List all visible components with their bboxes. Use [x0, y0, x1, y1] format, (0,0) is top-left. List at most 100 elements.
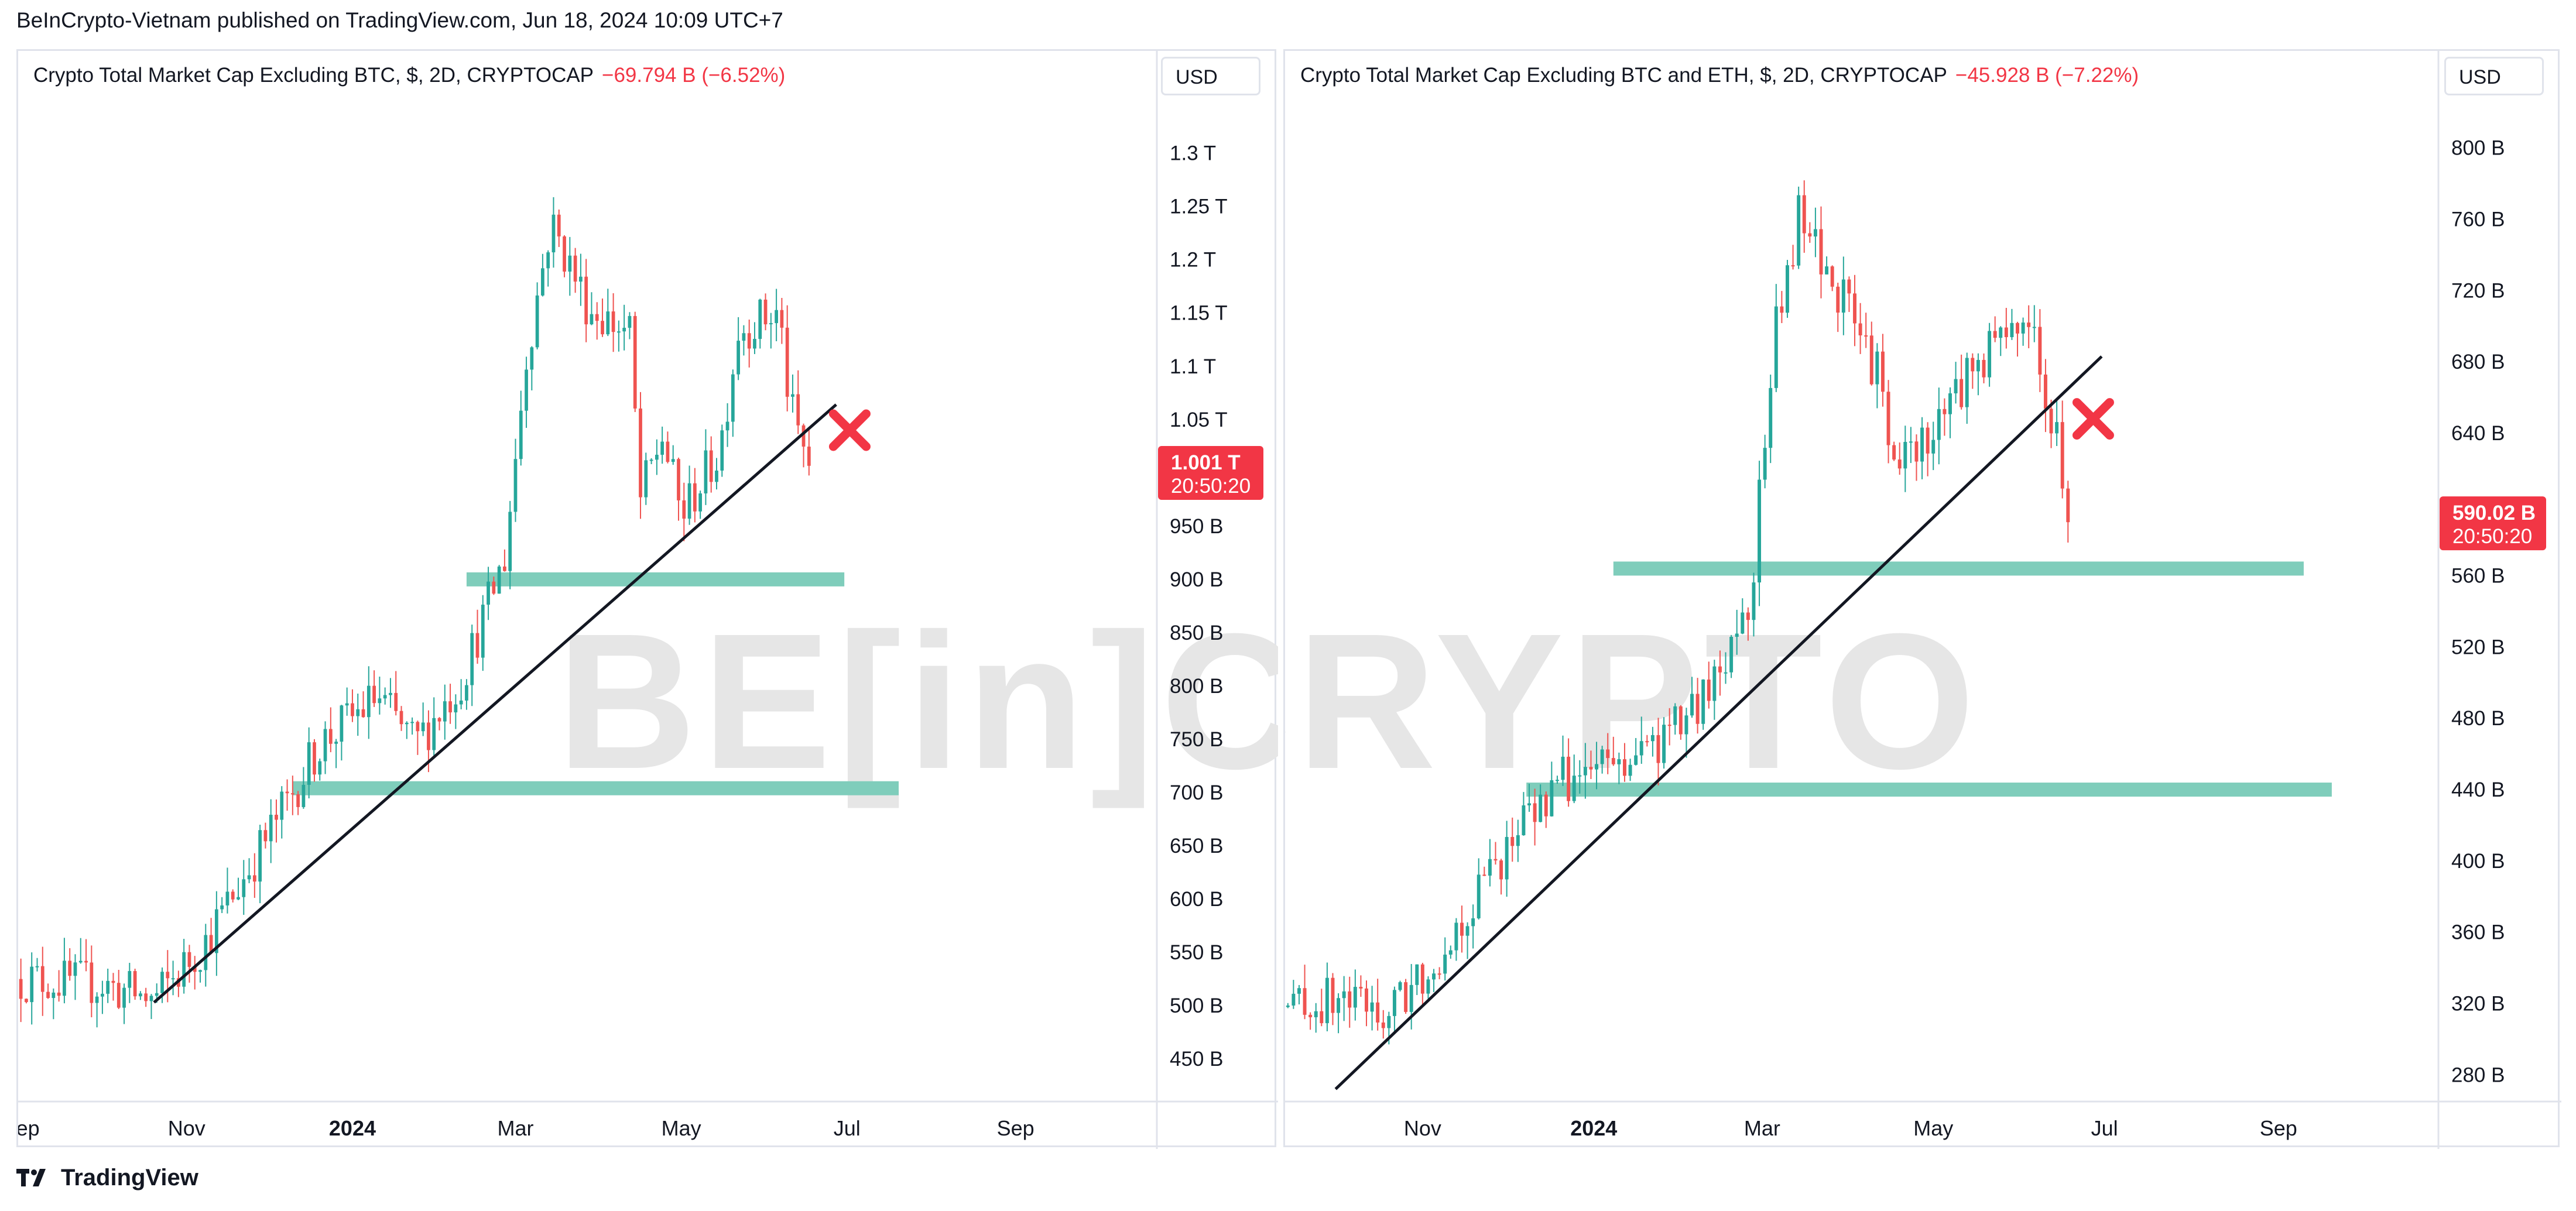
candle-body — [1729, 637, 1734, 673]
candle-body — [35, 966, 39, 968]
candle-body — [595, 314, 599, 321]
candle-body — [1471, 918, 1475, 927]
candle-body — [725, 421, 729, 431]
candle-body — [366, 685, 371, 718]
last-price-label: 1.001 T — [1171, 451, 1241, 474]
tradingview-footer[interactable]: TradingView — [16, 1165, 198, 1191]
candle-body — [95, 996, 99, 1003]
candle-body — [1724, 672, 1728, 674]
candle-body — [1690, 694, 1694, 716]
candle-body — [1286, 1005, 1290, 1007]
candle-body — [1600, 749, 1604, 764]
candle-body — [416, 722, 420, 732]
candle-body — [68, 960, 72, 976]
candle-body — [475, 633, 479, 658]
candle-body — [52, 992, 56, 999]
breakdown-cross-icon — [2072, 398, 2114, 440]
breakdown-cross-icon — [828, 409, 871, 451]
candle-body — [704, 450, 708, 494]
candle-body — [1398, 982, 1402, 990]
candle-body — [46, 992, 50, 999]
candle-body — [2032, 327, 2036, 328]
candle-body — [280, 791, 284, 820]
candle-body — [1387, 1016, 1391, 1028]
y-tick-label: 480 B — [2451, 707, 2505, 730]
chart-panel-right[interactable]: Crypto Total Market Cap Excluding BTC an… — [1283, 49, 2561, 1149]
candle-body — [551, 214, 556, 253]
candle-body — [25, 999, 28, 1003]
candle-body — [2016, 323, 2019, 334]
candle-body — [546, 252, 550, 269]
support-zone — [292, 781, 899, 795]
candle-body — [361, 709, 365, 718]
candle-body — [1825, 266, 1829, 275]
candle-body — [209, 935, 213, 953]
candle-body — [660, 441, 664, 455]
candle-body — [2038, 327, 2042, 375]
trendline — [153, 403, 837, 1004]
chart-canvas-left[interactable]: BE[in]CRYPTO 1.3 T 1.25 T 1.2 T 1.15 T 1.1 T 1… — [18, 51, 1278, 1149]
candle-body — [1875, 351, 1879, 385]
candle-body — [1331, 977, 1335, 1013]
x-tick-label: Sep — [2260, 1116, 2297, 1140]
candle-body — [1353, 987, 1357, 1008]
candle-body — [1741, 612, 1745, 634]
candle-body — [1460, 922, 1464, 936]
candle-body — [1645, 741, 1649, 743]
candle-body — [1758, 479, 1762, 583]
candle-body — [454, 704, 458, 713]
candle-body — [1892, 445, 1896, 460]
candle-body — [345, 703, 349, 706]
candle-body — [111, 980, 115, 983]
chart-title-text: Crypto Total Market Cap Excluding BTC, $… — [33, 64, 594, 87]
candle-body — [563, 236, 566, 272]
candle-body — [617, 331, 621, 333]
candle-body — [1606, 749, 1610, 759]
chart-panel-left[interactable]: Crypto Total Market Cap Excluding BTC, $… — [16, 49, 1278, 1149]
candle-body — [171, 978, 175, 980]
y-tick-label: 700 B — [1170, 781, 1223, 804]
candle-body — [530, 347, 534, 370]
currency-selector[interactable]: USD — [2444, 57, 2544, 95]
candle-body — [182, 952, 186, 987]
candle-body — [1954, 379, 1958, 394]
candle-body — [1673, 706, 1677, 725]
candle-body — [644, 460, 648, 498]
candle-body — [57, 992, 61, 996]
y-tick-label: 500 B — [1170, 994, 1223, 1017]
candle-body — [1488, 859, 1492, 876]
candle-body — [1886, 392, 1890, 445]
candle-body — [1769, 387, 1773, 448]
candle-body — [1404, 982, 1408, 1012]
candle-body — [1746, 612, 1750, 620]
candle-body — [1370, 1002, 1374, 1012]
candle-body — [1971, 358, 1975, 372]
candle-body — [1791, 265, 1795, 267]
candle-body — [459, 700, 463, 705]
candle-body — [1297, 988, 1301, 994]
candle-body — [1786, 265, 1789, 313]
currency-selector[interactable]: USD — [1161, 57, 1260, 95]
chart-title-text: Crypto Total Market Cap Excluding BTC an… — [1300, 64, 1947, 87]
candle-body — [1505, 836, 1509, 880]
candle-body — [1808, 233, 1812, 237]
candle-body — [128, 971, 132, 988]
y-tick-label: 280 B — [2451, 1064, 2505, 1086]
candle-body — [1539, 794, 1543, 822]
candle-body — [1920, 427, 1924, 462]
candle-body — [1617, 759, 1621, 764]
candle-body — [573, 255, 577, 282]
candle-body — [541, 268, 544, 296]
candle-body — [318, 761, 322, 775]
candle-body — [1623, 759, 1626, 776]
candle-body — [258, 830, 262, 882]
candle-body — [328, 729, 333, 744]
candle-body — [693, 483, 697, 512]
candle-body — [269, 814, 273, 842]
candle-body — [492, 581, 496, 594]
candle-body — [1578, 775, 1582, 777]
candle-body — [628, 315, 632, 328]
candle-body — [1572, 776, 1576, 801]
candle-body — [133, 971, 137, 997]
